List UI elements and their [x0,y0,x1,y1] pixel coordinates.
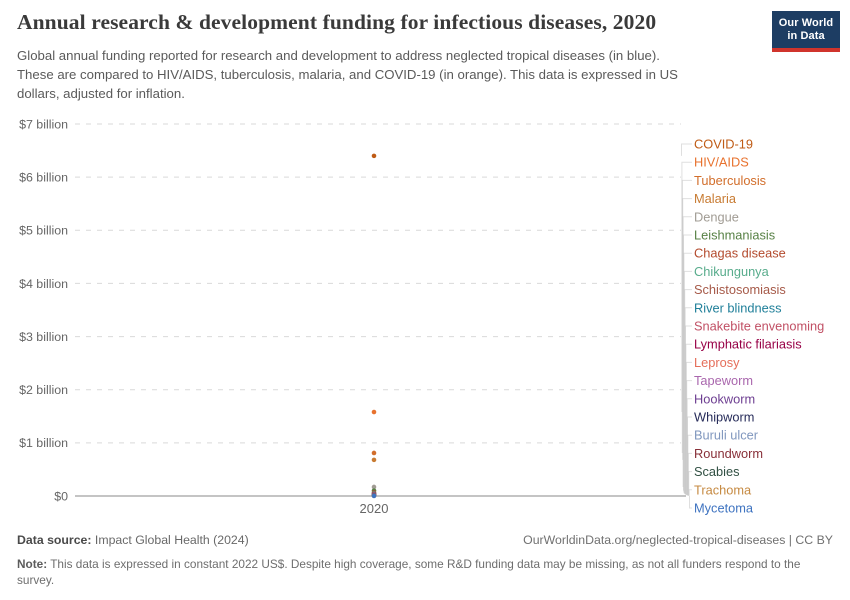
x-tick-label: 2020 [360,501,389,516]
legend-connector-line [688,489,692,496]
owid-logo-box: Our World in Data [772,11,840,48]
legend-item-tapeworm[interactable]: Tapeworm [694,373,753,388]
owid-logo[interactable]: Our World in Data [772,11,840,52]
legend-item-trachoma[interactable]: Trachoma [694,482,752,497]
legend-connector-line [681,143,692,156]
legend-item-scabies[interactable]: Scabies [694,464,740,479]
legend-item-covid-19[interactable]: COVID-19 [694,137,753,152]
footer-url-link[interactable]: OurWorldinData.org/neglected-tropical-di… [523,533,833,547]
legend-connector-line [689,495,692,509]
note-text: This data is expressed in constant 2022 … [17,557,801,587]
legend-item-whipworm[interactable]: Whipworm [694,410,754,425]
subtitle-line: dollars, adjusted for inflation. [17,86,185,101]
legend-item-buruli-ulcer[interactable]: Buruli ulcer [694,428,759,443]
legend-item-lymphatic-filariasis[interactable]: Lymphatic filariasis [694,337,802,352]
chart-subtitle: Global annual funding reported for resea… [17,46,777,103]
legend-item-leprosy[interactable]: Leprosy [694,355,740,370]
subtitle-line: These are compared to HIV/AIDS, tubercul… [17,67,678,82]
owid-logo-line2: in Data [787,29,825,42]
data-point-covid-19[interactable] [371,153,377,159]
datasource-label: Data source: [17,533,92,547]
y-tick-label: $0 [54,489,68,503]
y-tick-label: $7 billion [19,117,68,131]
legend-item-malaria[interactable]: Malaria [694,191,737,206]
owid-logo-line1: Our World [778,16,834,29]
legend-connector-line [688,471,692,496]
page-title: Annual research & development funding fo… [17,10,657,34]
legend-item-roundworm[interactable]: Roundworm [694,446,763,461]
y-tick-label: $3 billion [19,330,68,344]
legend-item-mycetoma[interactable]: Mycetoma [694,501,754,516]
subtitle-line: Global annual funding reported for resea… [17,48,660,63]
data-point-malaria[interactable] [371,457,377,463]
y-tick-label: $5 billion [19,224,68,238]
data-point-dengue[interactable] [371,484,377,490]
data-point-tuberculosis[interactable] [371,450,377,456]
datasource-value: Impact Global Health (2024) [91,533,249,547]
legend-item-hookworm[interactable]: Hookworm [694,391,755,406]
legend-item-leishmaniasis[interactable]: Leishmaniasis [694,228,775,243]
note-label: Note: [17,557,48,571]
footer-note: Note: This data is expressed in constant… [17,556,839,588]
y-tick-label: $2 billion [19,383,68,397]
y-tick-label: $4 billion [19,277,68,291]
legend-item-schistosomiasis[interactable]: Schistosomiasis [694,282,786,297]
legend-item-chikungunya[interactable]: Chikungunya [694,264,770,279]
owid-logo-redbar [772,48,840,52]
legend-item-snakebite-envenoming[interactable]: Snakebite envenoming [694,319,824,334]
data-point-hiv-aids[interactable] [371,409,377,415]
y-tick-label: $6 billion [19,170,68,184]
legend-item-chagas-disease[interactable]: Chagas disease [694,246,786,261]
data-point-mycetoma[interactable] [371,493,377,499]
y-tick-label: $1 billion [19,436,68,450]
legend-item-dengue[interactable]: Dengue [694,209,739,224]
footer-datasource: Data source: Impact Global Health (2024) [17,533,833,547]
legend-item-river-blindness[interactable]: River blindness [694,300,782,315]
legend-item-tuberculosis[interactable]: Tuberculosis [694,173,766,188]
legend-item-hiv-aids[interactable]: HIV/AIDS [694,155,749,170]
